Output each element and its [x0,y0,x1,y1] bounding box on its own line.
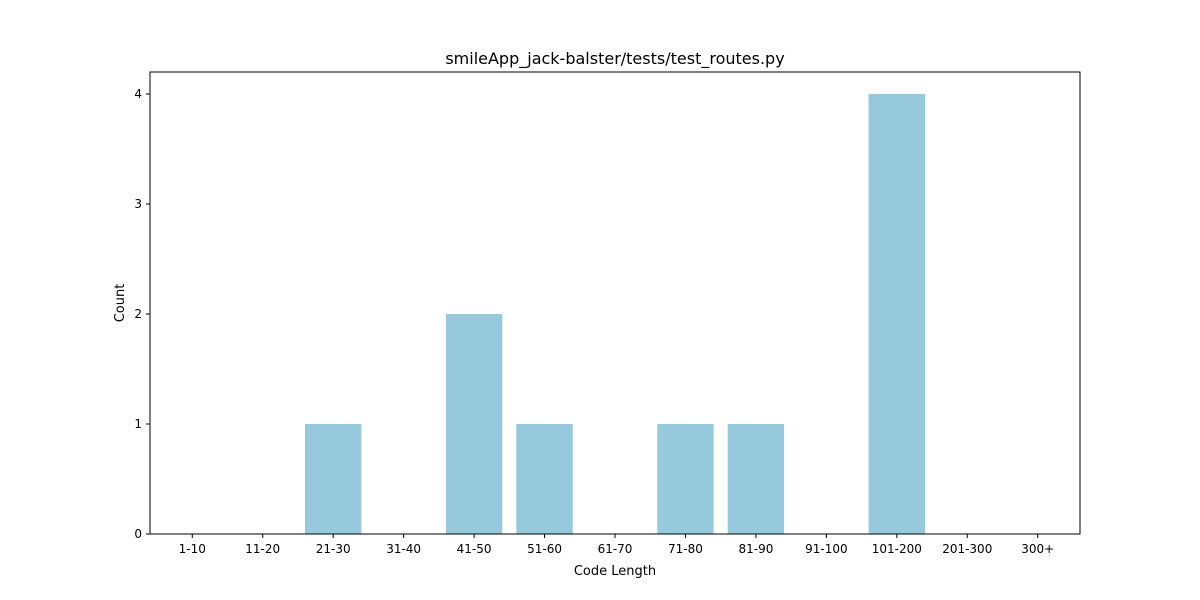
x-tick-label: 21-30 [316,542,351,556]
x-tick-label: 41-50 [457,542,492,556]
x-tick-label: 31-40 [386,542,421,556]
x-tick-label: 61-70 [598,542,633,556]
x-axis-label: Code Length [574,564,656,579]
x-tick-label: 51-60 [527,542,562,556]
y-tick-label: 4 [134,87,142,101]
bars-group [305,94,925,534]
x-tick-label: 300+ [1021,542,1054,556]
x-tick-label: 71-80 [668,542,703,556]
y-tick-label: 1 [134,417,142,431]
y-tick-label: 0 [134,527,142,541]
x-tick-label: 81-90 [738,542,773,556]
plot-frame [149,71,1081,535]
y-axis-label: Count [113,284,128,323]
bar-81-90 [727,424,785,534]
bar-21-30 [305,424,362,534]
bar-41-50 [445,314,503,534]
x-tick-label: 91-100 [805,542,848,556]
x-tick-label: 11-20 [245,542,280,556]
x-tick-label: 1-10 [179,542,206,556]
y-tick-label: 3 [134,197,142,211]
y-tick-label: 2 [134,307,142,321]
x-tick-label: 101-200 [872,542,922,556]
bar-71-80 [657,424,714,534]
bar-101-200 [868,94,925,534]
chart-title: smileApp_jack-balster/tests/test_routes.… [445,49,784,69]
bar-51-60 [516,424,573,534]
y-axis-ticks: 0 1 2 3 4 [134,87,150,541]
x-tick-label: 201-300 [942,542,992,556]
x-axis-ticks: 1-10 11-20 21-30 31-40 41-50 51-60 61-70 71-80 8… [179,534,1054,556]
